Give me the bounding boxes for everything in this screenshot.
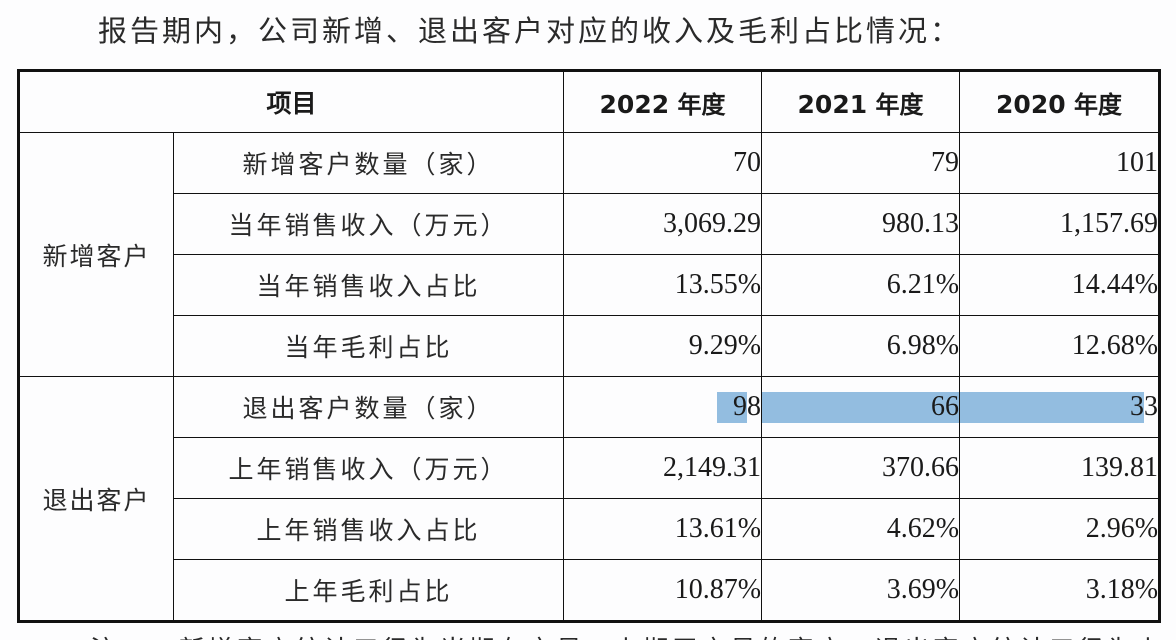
cell-2021: 6.98%: [761, 315, 961, 377]
row-label: 上年毛利占比: [172, 559, 565, 622]
table-row: 新增客户 新增客户数量（家） 70 79 101: [18, 132, 1161, 377]
cell-2022: 10.87%: [563, 559, 763, 622]
year-number: 2021: [797, 89, 868, 119]
cell-2020-selected[interactable]: 33: [959, 376, 1161, 438]
cell-2022: 13.61%: [563, 498, 763, 560]
table-row: 当年销售收入占比 13.55% 6.21% 14.44%: [19, 254, 1161, 316]
year-number: 2020: [996, 89, 1066, 119]
cell-2022: 9.29%: [563, 315, 763, 377]
cell-2021-selected[interactable]: 66: [761, 376, 961, 438]
selection-highlight: [717, 392, 748, 423]
cell-2020: 1,157.69: [959, 193, 1161, 255]
cell-value: 98: [733, 391, 762, 422]
cell-2020: 101: [959, 132, 1161, 194]
row-label: 当年毛利占比: [172, 315, 565, 377]
row-label: 当年销售收入（万元）: [172, 193, 565, 255]
year-suffix: 年度: [669, 90, 726, 119]
customer-revenue-table: 项目 2022 年度 2021 年度 2020 年度 新增客户 新增客户数量（家…: [17, 69, 1162, 623]
table-row: 当年毛利占比 9.29% 6.98% 12.68%: [19, 315, 1161, 377]
selection-highlight: [960, 392, 1145, 423]
cell-2020: 2.96%: [959, 498, 1161, 560]
group-label-exited-customers: 退出客户: [18, 376, 174, 622]
cell-value: 66: [931, 391, 960, 422]
footnote-text: 注 1：新增客户统计口径为当期有交易，上期无交易的客户；退出客户统计口径为上: [90, 630, 1165, 640]
row-label: 退出客户数量（家）: [172, 376, 565, 438]
table-row: 上年销售收入占比 13.61% 4.62% 2.96%: [19, 498, 1161, 560]
table-row-highlighted: 退出客户 退出客户数量（家） 98 66 33: [18, 376, 1161, 622]
cell-2021: 3.69%: [761, 559, 961, 622]
header-row: 项目 2022 年度 2021 年度 2020 年度: [17, 70, 1161, 133]
row-label: 上年销售收入（万元）: [172, 437, 565, 499]
table-row: 当年销售收入（万元） 3,069.29 980.13 1,157.69: [19, 193, 1161, 255]
header-item: 项目: [17, 70, 565, 133]
group-label-new-customers: 新增客户: [18, 132, 174, 377]
table-row: 上年毛利占比 10.87% 3.69% 3.18%: [19, 559, 1161, 622]
cell-2021: 370.66: [761, 437, 961, 499]
selection-highlight: [762, 392, 960, 423]
year-suffix: 年度: [867, 90, 924, 119]
cell-2021: 980.13: [761, 193, 961, 255]
row-label: 新增客户数量（家）: [172, 132, 565, 194]
intro-paragraph: 报告期内，公司新增、退出客户对应的收入及毛利占比情况：: [98, 14, 963, 48]
year-number: 2022: [599, 89, 670, 119]
year-suffix: 年度: [1065, 90, 1122, 119]
row-label: 上年销售收入占比: [172, 498, 565, 560]
cell-value: 33: [1130, 391, 1159, 422]
cell-2022: 3,069.29: [563, 193, 763, 255]
table-row: 上年销售收入（万元） 2,149.31 370.66 139.81: [19, 437, 1161, 499]
cell-2020: 3.18%: [959, 559, 1161, 622]
cell-2020: 12.68%: [959, 315, 1161, 377]
cell-2022-selected[interactable]: 98: [563, 376, 763, 438]
cell-2020: 14.44%: [959, 254, 1161, 316]
cell-2022: 2,149.31: [563, 437, 763, 499]
row-label: 当年销售收入占比: [172, 254, 565, 316]
header-year-2020: 2020 年度: [959, 70, 1161, 133]
cell-2020: 139.81: [959, 437, 1161, 499]
cell-2021: 79: [761, 132, 961, 194]
cell-2022: 70: [563, 132, 763, 194]
cell-2022: 13.55%: [563, 254, 763, 316]
cell-2021: 4.62%: [761, 498, 961, 560]
header-year-2022: 2022 年度: [563, 70, 763, 133]
header-year-2021: 2021 年度: [761, 70, 961, 133]
cell-2021: 6.21%: [761, 254, 961, 316]
